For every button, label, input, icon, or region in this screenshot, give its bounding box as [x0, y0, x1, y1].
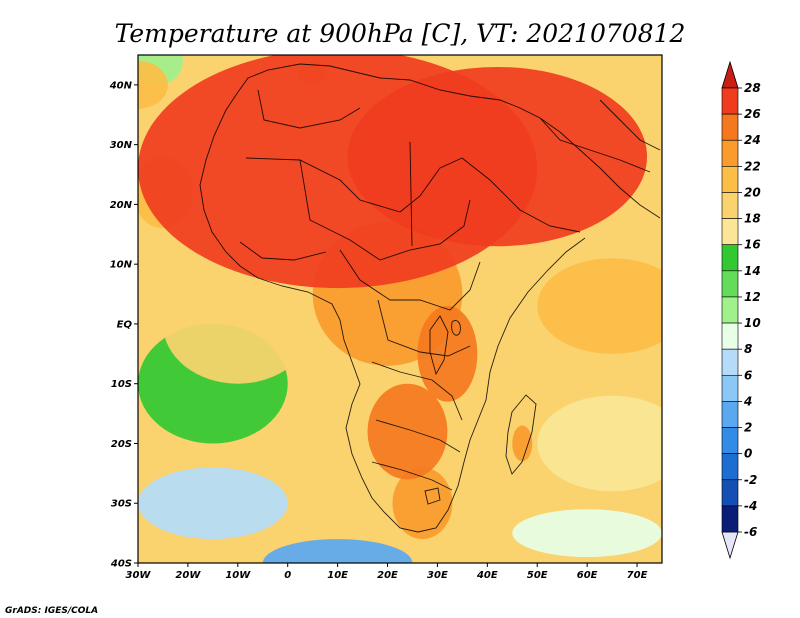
lon-tick-label: 10E — [327, 570, 348, 581]
colorbar-swatch — [721, 427, 739, 454]
plot-frame — [137, 54, 663, 564]
colorbar-label: -4 — [744, 499, 757, 513]
field-zone — [367, 383, 448, 480]
credit-label: GrADS: IGES/COLA — [5, 606, 98, 616]
lat-tick-label: 40N — [109, 80, 133, 91]
lat-tick-label: 20S — [111, 439, 132, 450]
colorbar-swatch — [721, 453, 739, 481]
lat-tick-label: 40S — [110, 559, 132, 570]
colorbar-label: 6 — [744, 368, 752, 382]
lat-tick-label: 20N — [110, 200, 133, 211]
map-title: Temperature at 900hPa [C], VT: 202107081… — [115, 19, 686, 48]
colorbar-swatch — [721, 505, 739, 533]
field-zone — [347, 66, 648, 247]
lon-tick-label: 20E — [377, 570, 398, 581]
field-zone — [512, 425, 533, 462]
field-shading — [138, 55, 662, 563]
colorbar-swatch — [721, 87, 739, 115]
colorbar-label: 14 — [744, 264, 761, 278]
field-zone — [512, 509, 662, 558]
colorbar-swatch — [721, 322, 739, 350]
field-zone — [262, 539, 413, 563]
lon-tick-label: 50E — [527, 570, 548, 581]
colorbar-swatch — [721, 166, 739, 193]
lon-tick-label: 40E — [476, 570, 498, 581]
lon-tick-label: 20W — [175, 570, 201, 581]
colorbar-label: 24 — [744, 133, 761, 147]
colorbar-label: 22 — [744, 159, 761, 173]
colorbar-swatch — [721, 113, 739, 141]
lat-tick-label: 10N — [110, 260, 133, 271]
field-zone — [537, 258, 662, 354]
colorbar-label: 12 — [744, 290, 761, 304]
colorbar-label: 18 — [744, 212, 761, 226]
colorbar-swatch — [721, 374, 739, 402]
colorbar-swatch — [721, 270, 739, 298]
field-zone — [162, 264, 313, 384]
colorbar-swatch — [721, 348, 739, 376]
colorbar-label: 26 — [744, 107, 761, 121]
colorbar-label: 28 — [744, 81, 761, 95]
colorbar-label: 2 — [744, 421, 752, 435]
colorbar-swatch — [721, 296, 739, 324]
lat-tick-label: 30N — [110, 140, 133, 151]
field-zone — [537, 395, 662, 492]
coastline — [199, 63, 661, 533]
temperature-field — [138, 55, 662, 563]
colorbar-label: 20 — [744, 185, 761, 199]
lat-tick-label: EQ — [117, 319, 133, 330]
field-zone — [392, 467, 453, 540]
colorbar-label: -2 — [744, 473, 757, 487]
field-zone — [138, 467, 288, 540]
lon-tick-label: 30W — [126, 570, 152, 581]
colorbar-label: 4 — [743, 394, 752, 408]
lon-tick-label: 60E — [577, 570, 598, 581]
lon-tick-label: 30E — [427, 570, 448, 581]
colorbar-label: 10 — [744, 316, 761, 330]
colorbar-swatch — [721, 139, 739, 167]
colorbar-swatch — [721, 218, 739, 246]
lat-tick-label: 30S — [111, 499, 132, 510]
lon-tick-label: 70E — [627, 570, 648, 581]
colorbar-swatch — [721, 479, 739, 507]
field-zone — [417, 306, 478, 402]
lat-tick-label: 10S — [111, 379, 132, 390]
lon-tick-label: 0 — [284, 570, 291, 581]
colorbar-swatch — [721, 192, 739, 219]
colorbar-label: -6 — [744, 525, 757, 539]
longitude-axis: 30W 20W 10W 0 10E 20E 30E 40E 50E 60E 70E — [126, 563, 648, 581]
colorbar-label: 8 — [744, 342, 752, 356]
field-zone — [138, 60, 168, 109]
colorbar-swatch — [721, 401, 739, 428]
colorbar-label: 16 — [744, 238, 761, 252]
colorbar-bottom-arrow — [721, 531, 739, 560]
latitude-axis: 40N 30N 20N 10N EQ 10S 20S 30S 40S — [109, 80, 138, 570]
colorbar-label: 0 — [744, 447, 752, 461]
colorbar-swatch — [721, 244, 739, 272]
lon-tick-label: 10W — [225, 570, 251, 581]
colorbar-top-arrow — [721, 60, 739, 89]
